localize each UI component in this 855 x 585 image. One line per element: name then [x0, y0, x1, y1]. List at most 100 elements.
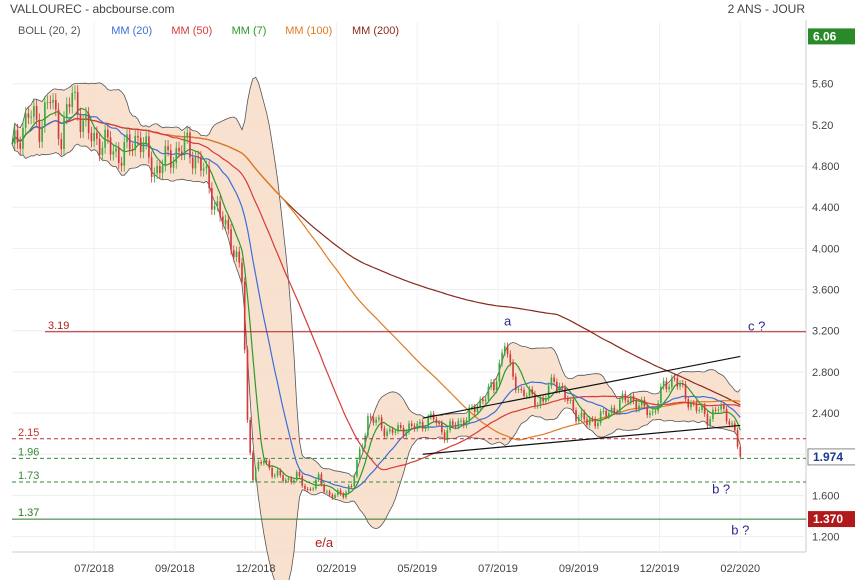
candle-body: [96, 132, 98, 139]
candle-body: [613, 407, 616, 413]
candle-body: [498, 363, 501, 382]
bollinger-fill: [12, 77, 741, 585]
candle-body: [252, 452, 254, 481]
candle-body: [413, 425, 416, 429]
x-tick-label: 02/2019: [317, 563, 357, 575]
candle-body: [30, 116, 32, 118]
candle-body: [441, 423, 443, 433]
candle-body: [397, 425, 399, 432]
level-label: 1.96: [18, 446, 39, 458]
y-tick-label: 5.60: [812, 79, 833, 91]
candle-body: [621, 393, 624, 400]
candle-body: [52, 99, 54, 103]
candle-body: [421, 422, 424, 429]
candle-body: [60, 138, 63, 150]
y-tick-label: 4.400: [812, 202, 840, 214]
legend-item: MM (50): [171, 25, 212, 37]
candle-body: [446, 430, 449, 441]
candle-body: [213, 205, 216, 210]
candle-body: [668, 387, 670, 390]
candle-body: [506, 346, 509, 354]
candle-body: [54, 99, 57, 110]
candle-body: [71, 92, 74, 108]
candle-body: [389, 429, 391, 432]
candle-body: [679, 383, 681, 387]
candle-body: [227, 219, 230, 230]
price-tag-box: [807, 448, 855, 466]
candle-body: [347, 485, 350, 493]
candle-body: [476, 406, 479, 413]
candle-body: [93, 132, 95, 142]
candle-body: [180, 151, 183, 155]
candle-body: [123, 142, 126, 166]
candle-body: [383, 428, 386, 437]
candle-body: [339, 490, 342, 494]
candle-body: [706, 413, 709, 426]
candle-body: [68, 104, 71, 108]
candle-body: [684, 384, 687, 400]
wave-annotations: a c ? e/a b ? b ?: [315, 314, 765, 550]
candle-body: [235, 251, 238, 257]
candles: [13, 85, 742, 500]
candle-body: [263, 460, 265, 464]
candle-body: [649, 412, 651, 416]
candle-body: [460, 420, 462, 422]
candle-body: [523, 389, 525, 396]
candle-body: [63, 117, 65, 150]
candle-body: [317, 474, 320, 480]
candle-body: [85, 113, 87, 121]
candle-body: [591, 419, 594, 421]
candle-body: [454, 424, 457, 427]
candle-body: [435, 419, 438, 423]
candle-body: [189, 132, 191, 158]
candle-body: [660, 386, 662, 404]
candle-body: [128, 134, 131, 150]
trend-channel: [422, 355, 741, 455]
candle-body: [164, 146, 167, 166]
candle-body: [41, 126, 43, 142]
candle-body: [514, 376, 517, 390]
candle-body: [104, 129, 106, 148]
candle-body: [438, 422, 440, 424]
candle-body: [594, 419, 597, 427]
candle-body: [137, 135, 139, 138]
candle-body: [161, 165, 164, 174]
candle-body: [520, 389, 523, 391]
candle-body: [243, 281, 246, 350]
candle-body: [701, 405, 703, 410]
candle-body: [241, 262, 243, 282]
candle-body: [427, 416, 429, 429]
candle-body: [27, 113, 30, 118]
candle-body: [662, 380, 665, 387]
candle-body: [501, 352, 503, 364]
candle-body: [627, 400, 629, 403]
candle-body: [271, 468, 273, 477]
period-label: 2 ANS - JOUR: [728, 2, 806, 16]
candle-body: [698, 409, 701, 411]
candle-body: [608, 413, 610, 417]
candle-body: [725, 408, 728, 422]
candle-body: [731, 423, 733, 425]
candle-body: [550, 377, 553, 386]
candle-body: [298, 472, 301, 476]
candle-body: [306, 489, 309, 491]
candle-body: [624, 393, 627, 401]
candle-body: [200, 157, 202, 171]
candle-body: [35, 106, 38, 120]
ma-50-line: [11, 118, 741, 471]
candle-body: [495, 381, 498, 391]
candle-body: [449, 421, 451, 431]
candle-body: [156, 165, 158, 174]
wave-label: b ?: [731, 523, 749, 538]
candle-body: [367, 416, 369, 436]
candle-body: [326, 491, 328, 493]
wave-label: b ?: [712, 481, 730, 496]
wave-label: a: [504, 314, 512, 329]
candle-body: [57, 109, 60, 139]
candle-body: [714, 409, 717, 411]
candle-body: [350, 485, 353, 487]
candle-body: [287, 478, 290, 480]
candle-body: [375, 419, 377, 423]
